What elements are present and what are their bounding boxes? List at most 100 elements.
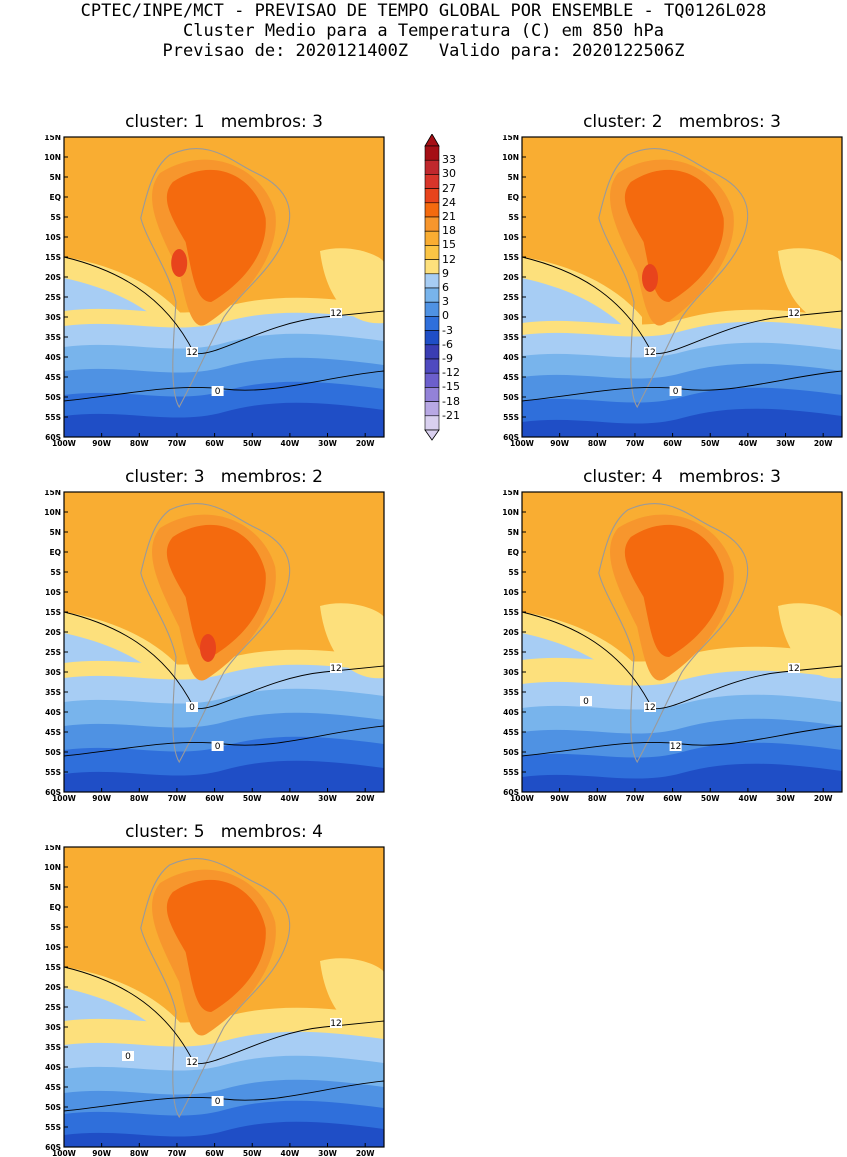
contour-0 [63,725,385,757]
lon-label: 100W [52,439,77,447]
lat-label: 25S [45,293,61,302]
lat-label: 40S [503,353,519,362]
contour-12 [63,966,385,1065]
temperature-band [64,760,384,792]
lat-label: 35S [45,1043,61,1052]
contour-label: 12 [788,664,799,674]
colorbar-tick-label: -12 [442,366,460,380]
contour-label-bg [211,386,224,396]
map-panel-4: 12 12 12 0 15N 10N 5N EQ 5S 10S 15S 20S 25S 30S 35S 40S… [502,490,843,802]
lat-label: 30S [45,1023,61,1032]
lat-label: 10S [503,233,519,242]
lat-label: 10N [502,508,519,517]
temperature-band [642,264,658,292]
lat-label: 25S [45,1003,61,1012]
colorbar-tick-label: 21 [442,210,456,223]
colorbar-box [424,401,440,417]
map-panel-2: 12 12 0 15N 10N 5N EQ 5S 10S 15S 20S 25S 30S 35S 40S 45… [502,135,843,447]
map-frame [63,136,385,438]
lat-label: 15N [44,490,61,497]
lon-label: 90W [550,439,569,447]
colorbar-box [424,230,440,246]
lat-label: 5S [50,568,61,577]
contour-0 [521,725,843,757]
contour-label: 0 [189,703,195,713]
colorbar-box [424,145,440,161]
lat-label: 35S [503,333,519,342]
panel-2-title: cluster: 2 membros: 3 [583,112,781,132]
temperature-band [624,524,724,657]
colorbar-tick-label: 3 [442,295,449,309]
contour-label: 12 [330,664,341,674]
lat-label: 60S [45,1143,61,1152]
lon-label: 70W [168,439,187,447]
lat-label: 60S [503,433,519,442]
lat-label: EQ [50,548,62,557]
lat-label: 25S [45,648,61,657]
lat-label: 5N [50,528,62,537]
colorbar-box [424,344,440,360]
contour-label-bg [186,347,198,357]
lat-label: 15S [503,608,519,617]
map-frame [521,491,843,793]
lon-label: 20W [356,1149,375,1157]
contour-12 [521,256,843,355]
lon-label: 60W [663,439,682,447]
lat-label: 5S [50,213,61,222]
lat-label: 45S [503,373,519,382]
coastline [598,148,749,409]
contour-label: 0 [215,387,221,397]
lat-label: 25S [503,648,519,657]
colorbar-box [424,174,440,189]
colorbar-top-arrow [424,134,440,147]
lon-label: 100W [52,1149,77,1157]
contour-label-bg [211,741,224,751]
lon-label: 30W [318,1149,337,1157]
temperature-band [320,603,384,679]
colorbar-box [424,301,440,317]
colorbar-tick-label: -18 [442,394,460,408]
colorbar-box [424,245,440,260]
lon-label: 100W [510,439,535,447]
contour-0 [63,1080,385,1112]
contour-label-bg [788,663,800,673]
lon-label: 40W [281,439,300,447]
lat-label: 5S [508,213,519,222]
lat-label: 10S [503,588,519,597]
colorbar-tick-label: 12 [442,252,456,266]
contour-label-bg [644,347,656,357]
lon-label: 50W [243,1149,262,1157]
lat-label: 25S [503,293,519,302]
lat-label: 40S [45,353,61,362]
lon-label: 50W [243,794,262,802]
lat-label: 20S [45,273,61,282]
contour-label-bg [580,696,592,706]
lat-label: 60S [503,788,519,797]
colorbar-box [424,287,440,303]
map-frame [63,491,385,793]
lat-label: 30S [503,313,519,322]
contour-label-bg [669,741,682,751]
colorbar-tick-label: -6 [442,337,453,351]
temperature-band [200,634,216,662]
lat-label: 15N [44,845,61,852]
lon-label: 50W [701,794,720,802]
contour-label-bg [330,1018,342,1028]
lon-label: 90W [550,794,569,802]
lon-label: 50W [701,439,720,447]
contour-label-bg [186,702,198,712]
contour-label-bg [669,386,682,396]
contour-label: 12 [670,742,681,752]
contour-12 [521,611,843,710]
colorbar-tick-label: -21 [442,408,460,422]
lat-label: 10N [44,508,61,517]
contour-label: 12 [330,309,341,319]
temperature-band [778,603,842,679]
lon-label: 70W [626,439,645,447]
lat-label: 20S [503,273,519,282]
contour-label: 0 [215,742,221,752]
lon-label: 80W [588,439,607,447]
colorbar-tick-label: 30 [442,167,456,181]
lat-label: 30S [45,668,61,677]
temperature-band [522,408,842,437]
